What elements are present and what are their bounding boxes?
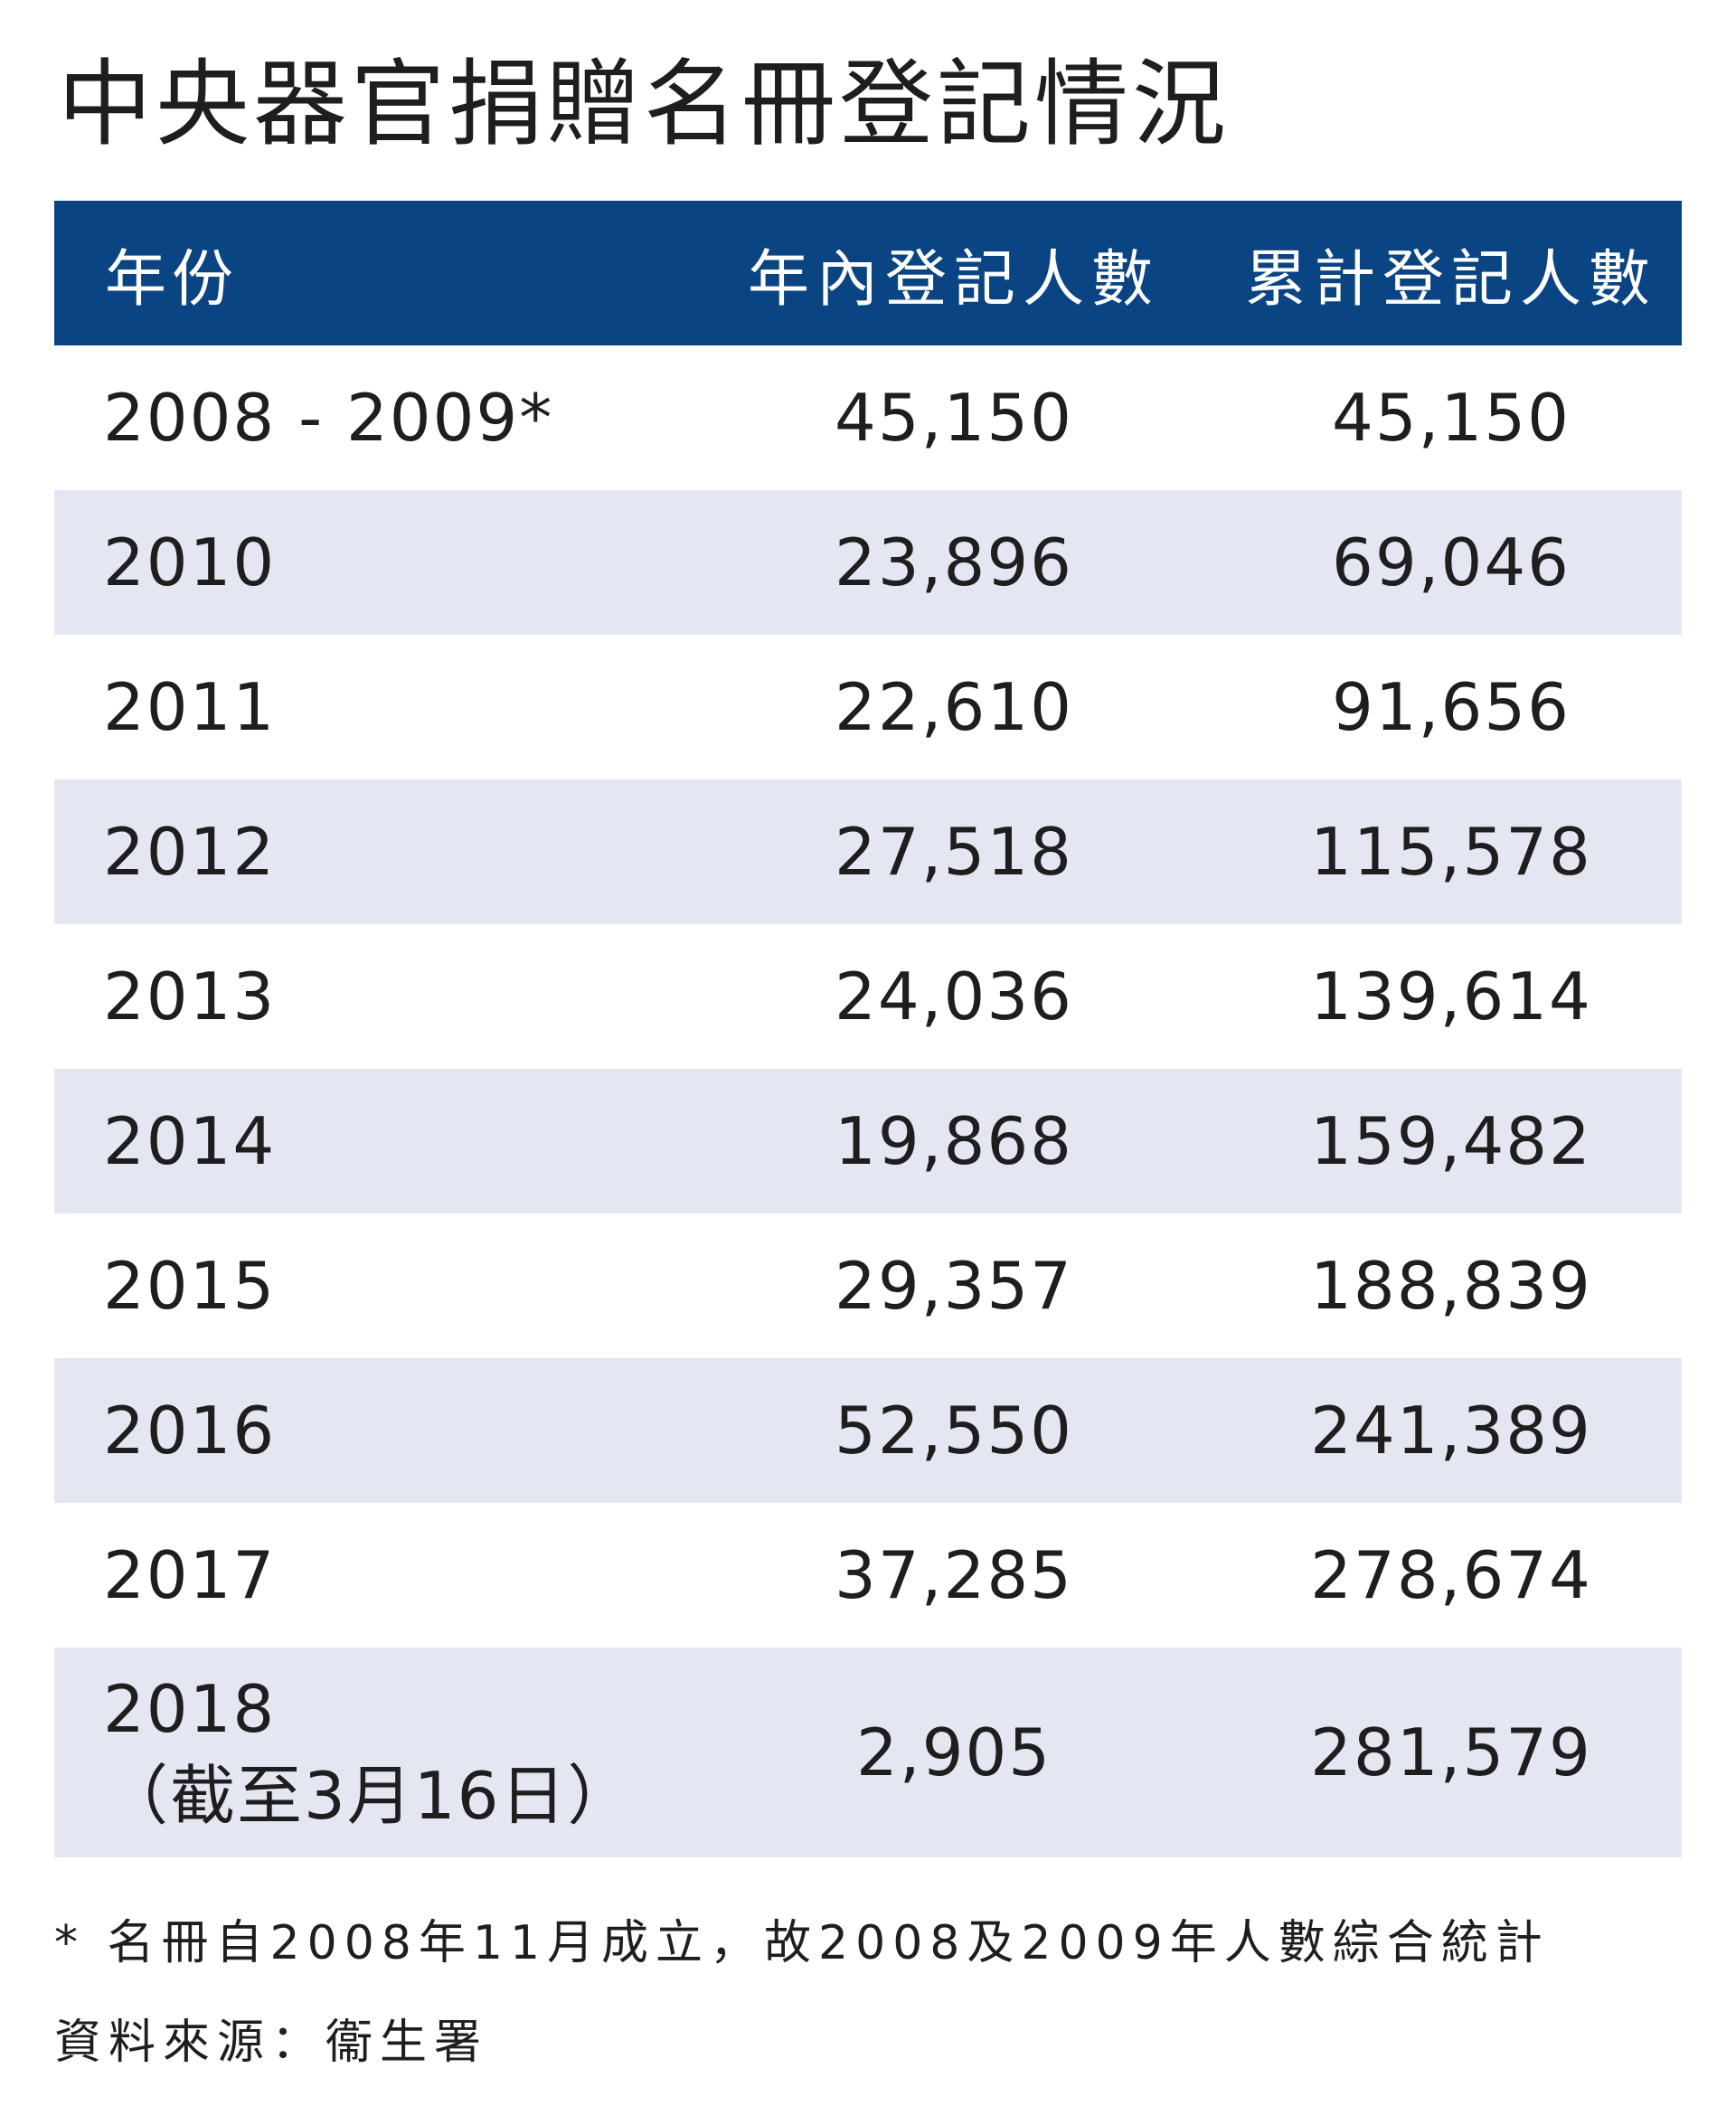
cell-cumulative: 278,674 [1310, 1537, 1592, 1613]
source-note: 資料來源：衞生署 [54, 2016, 489, 2070]
cell-cumulative: 241,389 [1310, 1393, 1592, 1469]
cell-year: 2012 [103, 814, 277, 890]
cell-cumulative: 188,839 [1310, 1248, 1592, 1324]
table-row: 2010 23,896 69,046 [54, 490, 1682, 635]
table-row: 2008 - 2009* 45,150 45,150 [54, 345, 1682, 490]
year-2018: 2018 [103, 1671, 277, 1747]
cell-annual: 22,610 [835, 669, 1073, 745]
chart-title: 中央器官捐贈名冊登記情況 [58, 49, 1231, 159]
cell-cumulative: 115,578 [1310, 814, 1592, 890]
cell-year: 2011 [103, 669, 277, 745]
table-row: 2015 29,357 188,839 [54, 1214, 1682, 1358]
footnote: * 名冊自2008年11月成立，故2008及2009年人數綜合統計 [54, 1916, 1550, 1970]
cell-annual: 29,357 [835, 1248, 1073, 1324]
cell-annual: 23,896 [835, 524, 1073, 600]
cell-cumulative: 45,150 [1332, 380, 1571, 456]
cell-year: 2010 [103, 524, 277, 600]
cell-annual: 24,036 [835, 959, 1073, 1034]
table-row: 2013 24,036 139,614 [54, 924, 1682, 1069]
column-header-year: 年份 [105, 243, 240, 316]
cell-cumulative: 159,482 [1310, 1103, 1592, 1179]
cell-cumulative: 69,046 [1332, 524, 1571, 600]
cell-annual: 2,905 [855, 1714, 1052, 1790]
table-row: 2016 52,550 241,389 [54, 1358, 1682, 1503]
cell-year: 2018 （截至3月16日） [54, 1666, 687, 1839]
table-header: 年份 年內登記人數 累計登記人數 [54, 201, 1682, 345]
registration-table: 年份 年內登記人數 累計登記人數 2008 - 2009* 45,150 45,… [54, 201, 1682, 1857]
table-row: 2011 22,610 91,656 [54, 635, 1682, 779]
column-header-annual: 年內登記人數 [747, 243, 1160, 316]
column-header-cumulative: 累計登記人數 [1244, 243, 1657, 316]
cell-annual: 45,150 [835, 380, 1073, 456]
table-row: 2012 27,518 115,578 [54, 779, 1682, 924]
cell-annual: 27,518 [835, 814, 1073, 890]
cell-annual: 52,550 [835, 1393, 1073, 1469]
table-row: 2014 19,868 159,482 [54, 1069, 1682, 1214]
cell-year: 2015 [103, 1248, 277, 1324]
cell-cumulative: 139,614 [1310, 959, 1592, 1034]
table-row-2018: 2018 （截至3月16日） 2,905 281,579 [54, 1648, 1682, 1857]
cell-annual: 37,285 [835, 1537, 1073, 1613]
cell-year: 2017 [103, 1537, 277, 1613]
cell-year: 2016 [103, 1393, 277, 1469]
cell-cumulative: 91,656 [1332, 669, 1571, 745]
table-row: 2017 37,285 278,674 [54, 1503, 1682, 1648]
cell-annual: 19,868 [835, 1103, 1073, 1179]
cell-year: 2014 [103, 1103, 277, 1179]
cell-year: 2008 - 2009* [103, 380, 554, 456]
cell-year: 2013 [103, 959, 277, 1034]
cell-cumulative: 281,579 [1310, 1714, 1592, 1790]
year-2018-note: （截至3月16日） [103, 1758, 635, 1834]
